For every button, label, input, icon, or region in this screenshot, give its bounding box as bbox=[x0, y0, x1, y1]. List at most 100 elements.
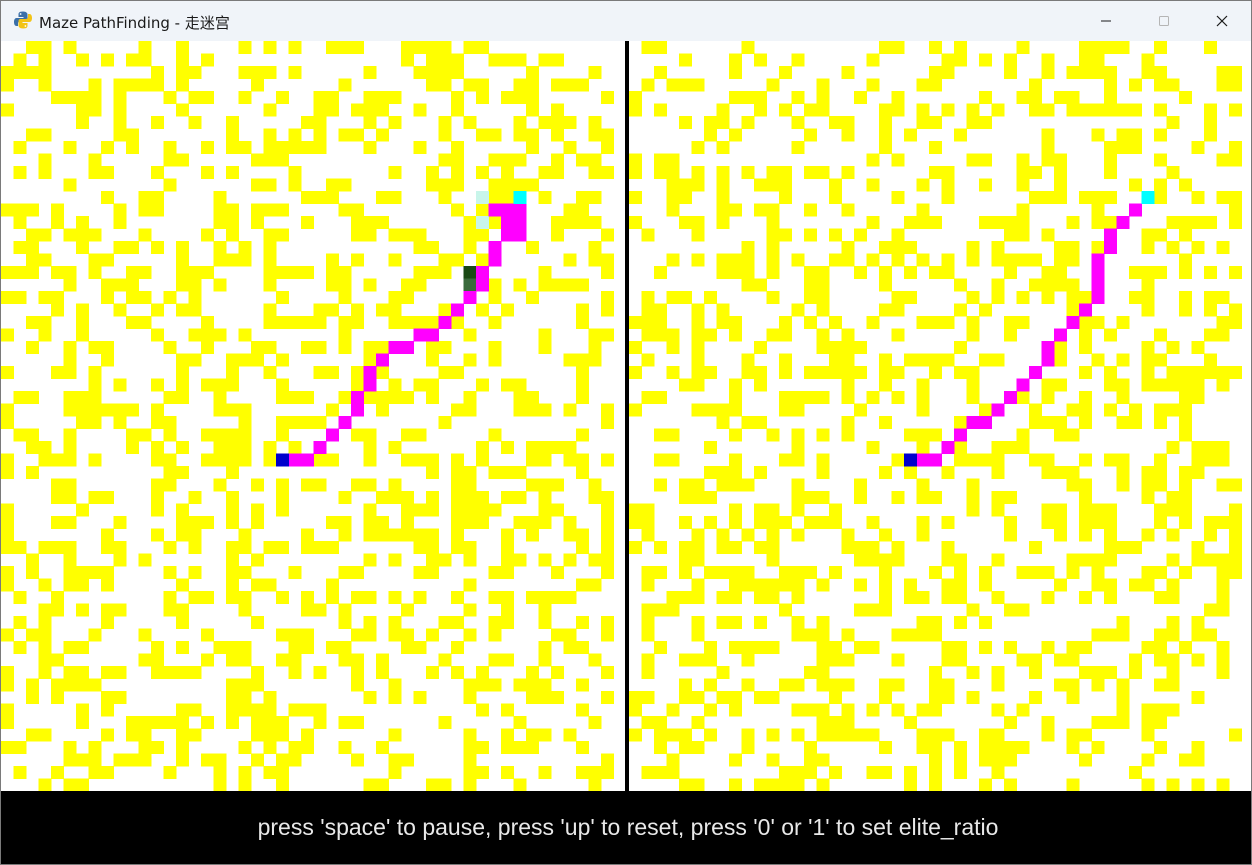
wall-cell bbox=[816, 366, 830, 379]
wall-cell bbox=[101, 603, 114, 617]
wall-cell bbox=[463, 353, 477, 367]
wall-cell bbox=[629, 503, 642, 517]
wall-cell bbox=[704, 366, 717, 379]
wall-cell bbox=[413, 641, 427, 654]
wall-cell bbox=[1079, 291, 1092, 304]
wall-cell bbox=[451, 166, 464, 179]
wall-cell bbox=[601, 303, 614, 317]
wall-cell bbox=[226, 141, 239, 154]
wall-cell bbox=[276, 628, 289, 642]
wall-cell bbox=[451, 591, 464, 604]
wall-cell bbox=[26, 203, 39, 217]
wall-cell bbox=[76, 678, 89, 692]
wall-cell bbox=[1091, 128, 1105, 142]
wall-cell bbox=[854, 641, 867, 654]
wall-cell bbox=[1141, 578, 1155, 592]
wall-cell bbox=[463, 691, 477, 704]
wall-cell bbox=[488, 53, 502, 67]
wall-cell bbox=[26, 691, 39, 704]
wall-cell bbox=[438, 53, 452, 67]
wall-cell bbox=[804, 741, 817, 754]
wall-cell bbox=[501, 153, 514, 167]
wall-cell bbox=[388, 91, 402, 104]
wall-cell bbox=[288, 66, 302, 79]
wall-cell bbox=[113, 553, 127, 567]
path-cell bbox=[476, 266, 489, 279]
wall-cell bbox=[704, 466, 717, 479]
wall-cell bbox=[1179, 178, 1192, 192]
wall-cell bbox=[151, 416, 164, 429]
wall-cell bbox=[388, 378, 402, 392]
wall-cell bbox=[501, 491, 514, 504]
wall-cell bbox=[576, 678, 589, 692]
close-button[interactable] bbox=[1193, 1, 1251, 41]
maze-canvas[interactable] bbox=[1, 41, 1251, 791]
wall-cell bbox=[716, 141, 730, 154]
wall-cell bbox=[226, 116, 239, 129]
title-bar[interactable]: Maze PathFinding - 走迷宫 bbox=[1, 1, 1251, 41]
wall-cell bbox=[601, 753, 614, 767]
wall-cell bbox=[1, 66, 14, 79]
wall-cell bbox=[1116, 378, 1130, 392]
wall-cell bbox=[438, 778, 452, 791]
wall-cell bbox=[754, 778, 767, 791]
wall-cell bbox=[26, 128, 39, 142]
wall-cell bbox=[691, 78, 705, 92]
wall-cell bbox=[704, 516, 717, 529]
wall-cell bbox=[1179, 403, 1192, 417]
wall-cell bbox=[741, 241, 755, 254]
wall-cell bbox=[526, 678, 539, 692]
minimize-button[interactable] bbox=[1077, 1, 1135, 41]
wall-cell bbox=[576, 391, 589, 404]
wall-cell bbox=[829, 566, 842, 579]
wall-cell bbox=[1104, 516, 1117, 529]
wall-cell bbox=[666, 191, 680, 204]
wall-cell bbox=[879, 278, 892, 292]
wall-cell bbox=[666, 766, 680, 779]
wall-cell bbox=[226, 166, 239, 179]
explored-cell bbox=[476, 191, 489, 204]
wall-cell bbox=[163, 466, 177, 479]
wall-cell bbox=[1054, 153, 1067, 167]
wall-cell bbox=[891, 103, 905, 117]
wall-cell bbox=[1204, 628, 1217, 642]
wall-cell bbox=[1216, 453, 1230, 467]
wall-cell bbox=[326, 591, 339, 604]
wall-cell bbox=[779, 578, 792, 592]
wall-cell bbox=[1091, 741, 1105, 754]
wall-cell bbox=[754, 503, 767, 517]
wall-cell bbox=[916, 703, 930, 717]
wall-cell bbox=[63, 453, 77, 467]
wall-cell bbox=[1054, 278, 1067, 292]
wall-cell bbox=[1029, 416, 1042, 429]
wall-cell bbox=[729, 503, 742, 517]
wall-cell bbox=[1204, 266, 1217, 279]
wall-cell bbox=[513, 128, 527, 142]
maximize-button[interactable] bbox=[1135, 1, 1193, 41]
wall-cell bbox=[388, 691, 402, 704]
wall-cell bbox=[163, 141, 177, 154]
wall-cell bbox=[766, 166, 780, 179]
path-cell bbox=[501, 228, 514, 242]
wall-cell bbox=[263, 728, 277, 742]
wall-cell bbox=[1166, 378, 1180, 392]
wall-cell bbox=[376, 103, 389, 117]
wall-cell bbox=[526, 291, 539, 304]
wall-cell bbox=[716, 166, 730, 179]
wall-cell bbox=[966, 491, 980, 504]
wall-cell bbox=[563, 628, 577, 642]
wall-cell bbox=[641, 528, 655, 542]
wall-cell bbox=[1154, 503, 1167, 517]
wall-cell bbox=[854, 578, 867, 592]
wall-cell bbox=[51, 266, 64, 279]
wall-cell bbox=[1104, 403, 1117, 417]
wall-cell bbox=[879, 528, 892, 542]
wall-cell bbox=[488, 191, 502, 204]
wall-cell bbox=[766, 228, 780, 242]
wall-cell bbox=[641, 716, 655, 729]
wall-cell bbox=[1141, 491, 1155, 504]
wall-cell bbox=[641, 628, 655, 642]
wall-cell bbox=[288, 41, 302, 54]
wall-cell bbox=[1191, 216, 1205, 229]
